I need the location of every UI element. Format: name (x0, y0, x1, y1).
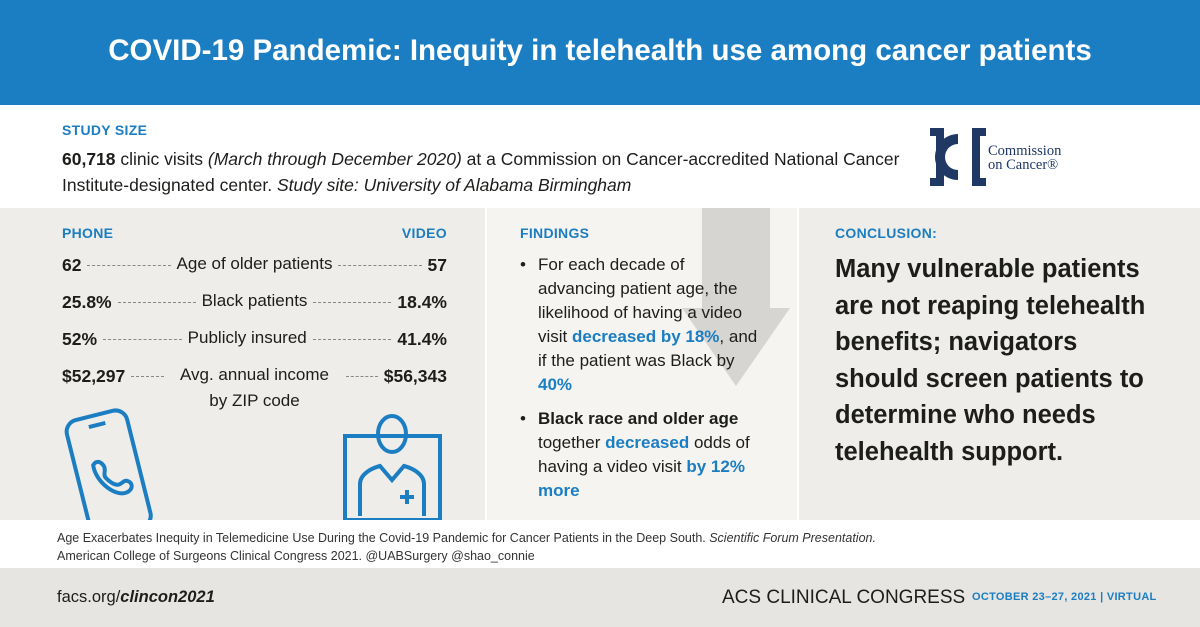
text: Commission (988, 143, 1062, 159)
dashes (313, 292, 392, 303)
phone-value: 52% (62, 329, 98, 349)
text: decreased (605, 433, 690, 452)
header: COVID-19 Pandemic: Inequity in telehealt… (0, 0, 1200, 105)
citation: Age Exacerbates Inequity in Telemedicine… (57, 529, 1157, 565)
video-value: 57 (427, 255, 448, 275)
text: Age Exacerbates Inequity in Telemedicine… (57, 531, 710, 545)
phone-value: 25.8% (62, 292, 112, 312)
video-icon (343, 414, 442, 520)
text: For each decade of advancing patient age… (538, 255, 743, 346)
study-label: STUDY SIZE (62, 122, 148, 138)
comparison-row: 25.8% Black patients 18.4% (62, 291, 447, 314)
text: clinic visits (115, 149, 208, 169)
text: (March through December 2020) (207, 149, 462, 169)
text: on Cancer® (988, 157, 1059, 173)
dashes (312, 329, 392, 340)
dashes (103, 329, 182, 340)
row-label: Avg. annual income by ZIP code (179, 365, 329, 410)
text: 60,718 (62, 149, 116, 169)
text: Scientific Forum Presentation. (709, 531, 876, 545)
row-label: Black patients (201, 291, 308, 310)
text: facs.org/ (57, 588, 121, 606)
text: odds of having a video visit (538, 433, 750, 476)
bullet: For each decade of advancing patient age… (520, 253, 765, 397)
video-value: 18.4% (397, 292, 447, 312)
text: Study site: University of Alabama Birmin… (277, 175, 632, 195)
conclusion-text: Many vulnerable patients are not reaping… (835, 255, 1146, 466)
phone-value: $52,297 (62, 366, 126, 386)
text: Black race and older age (538, 409, 739, 428)
logo-mark (930, 128, 986, 186)
dashes (117, 292, 196, 303)
comparison-row: 62 Age of older patients 57 (62, 254, 448, 277)
phone-value: 62 (62, 255, 82, 275)
footer: facs.org/clincon2021 ACS CLINICAL CONGRE… (0, 568, 1200, 627)
study-text: 60,718 clinic visits (March through Dece… (62, 146, 902, 198)
findings-label: FINDINGS (520, 225, 590, 241)
text: together (538, 433, 606, 452)
text: decreased by 18% (572, 327, 720, 346)
title: COVID-19 Pandemic: Inequity in telehealt… (108, 34, 1092, 67)
event: ACS CLINICAL CONGRESS (722, 587, 966, 608)
text: at a Commission on Cancer-accredited Nat… (62, 149, 900, 195)
comparison-row: 52% Publicly insured 41.4% (62, 328, 447, 351)
dashes (345, 366, 378, 377)
conclusion-label: CONCLUSION: (835, 225, 938, 241)
row-label: Publicly insured (187, 328, 307, 347)
text: 40% (538, 375, 573, 394)
video-label: VIDEO (401, 225, 447, 241)
dates: OCTOBER 23–27, 2021 | VIRTUAL (972, 591, 1157, 603)
text: by 12% more (538, 457, 745, 500)
phone-icon (64, 408, 153, 520)
text: , and if the patient was Black by (538, 327, 758, 370)
findings-list: For each decade of advancing patient age… (520, 253, 765, 513)
bullet: Black race and older age together decrea… (520, 407, 755, 503)
video-value: 41.4% (397, 329, 447, 349)
phone-label: PHONE (62, 225, 114, 241)
dashes (87, 255, 171, 266)
dashes (131, 366, 164, 377)
text: clincon2021 (120, 588, 215, 606)
video-value: $56,343 (383, 366, 447, 386)
comparison-row: $52,297 Avg. annual income by ZIP code $56… (62, 365, 447, 414)
logo-text: Commission on Cancer® (988, 143, 1062, 173)
dashes (338, 255, 422, 266)
text: American College of Surgeons Clinical Co… (57, 549, 535, 563)
url: facs.org/clincon2021 (57, 588, 215, 607)
row-label: Age of older patients (176, 254, 333, 273)
